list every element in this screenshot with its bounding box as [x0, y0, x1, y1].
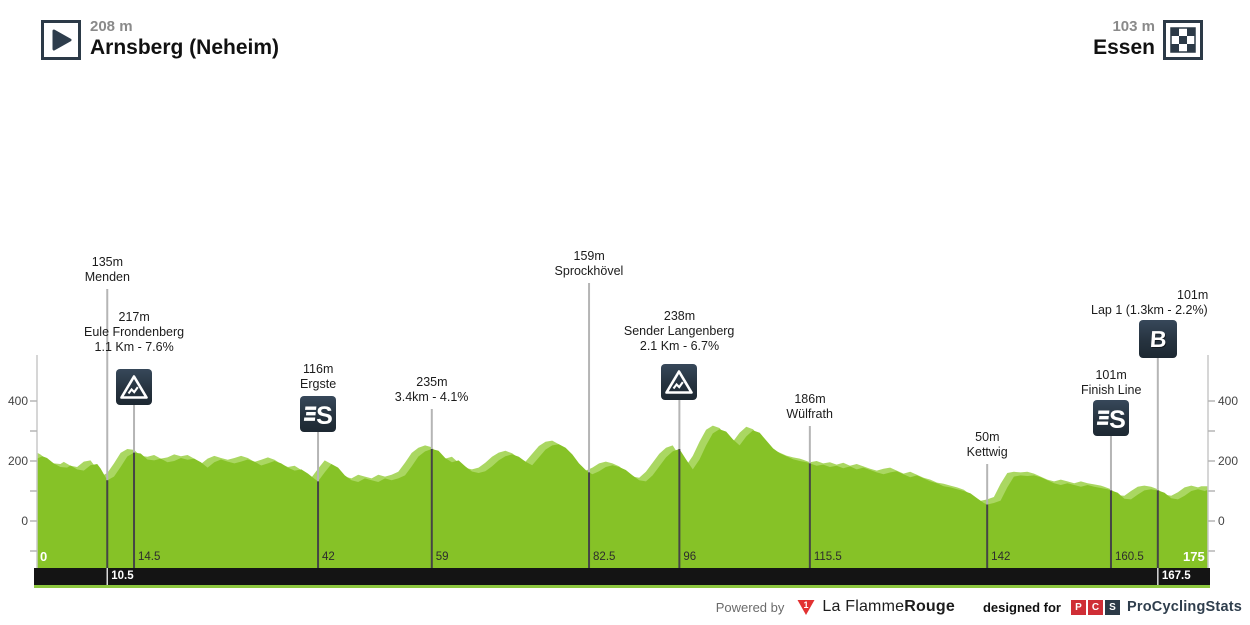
pcs-letter-s: S	[1105, 599, 1120, 615]
annotation-label-line: 101m	[1095, 368, 1127, 382]
la-flamme-rouge-icon[interactable]: 1	[796, 599, 816, 616]
x-axis-label: 14.5	[138, 551, 161, 563]
annotation-label-line: Kettwig	[966, 445, 1008, 459]
designed-for-label: designed for	[982, 599, 1061, 615]
annotation-label-line: 116m	[303, 362, 334, 376]
end-elevation: 103 m	[1112, 18, 1155, 35]
x-axis-label: 115.5	[813, 551, 842, 563]
y-axis-label-left: 400	[7, 394, 28, 408]
annotation-label-line: 101m	[1177, 288, 1209, 302]
annotation-label-line: Wülfrath	[786, 407, 833, 421]
annotation-label-line: 2.1 Km - 6.7%	[639, 339, 720, 353]
footer: Powered by 1 La FlammeRouge designed for…	[716, 595, 1242, 619]
y-axis-label-right: 0	[1218, 514, 1225, 528]
y-axis-label-right: 200	[1218, 454, 1239, 468]
pcs-letter-c: C	[1088, 599, 1103, 615]
start-name: Arnsberg (Neheim)	[90, 36, 280, 59]
procyclingstats-logo[interactable]: ProCyclingStats	[1127, 599, 1242, 615]
la-flamme-rouge-logo[interactable]: La FlammeRouge	[822, 598, 955, 616]
km-bar	[34, 568, 1210, 585]
pcs-icon[interactable]: P C S	[1071, 599, 1120, 615]
annotation-label-line: 3.4km - 4.1%	[394, 390, 469, 404]
lfr-name-bold: Rouge	[904, 598, 955, 615]
svg-text:S: S	[316, 402, 333, 430]
start-header: 208 m Arnsberg (Neheim)	[90, 18, 279, 60]
annotation-label-line: Lap 1 (1.3km - 2.2%)	[1091, 303, 1208, 317]
start-icon	[41, 20, 81, 60]
annotation-label-line: Eule Frondenberg	[84, 325, 185, 339]
bonus-icon: B	[1138, 320, 1177, 358]
annotation-label-line: Sprockhövel	[554, 264, 624, 278]
svg-text:S: S	[1109, 406, 1126, 434]
mountain-icon	[661, 364, 698, 400]
annotation-label-line: 238m	[663, 309, 696, 323]
annotation-label-line: 186m	[794, 392, 826, 406]
powered-by-label: Powered by	[715, 599, 785, 615]
x-axis-label: 82.5	[593, 551, 616, 563]
annotation-label-line: 50m	[975, 430, 1000, 444]
km-bar-label: 167.5	[1161, 570, 1191, 582]
annotation-label-line: 135m	[91, 255, 124, 269]
y-axis-label-left: 0	[21, 514, 28, 528]
annotation-label-line: 1.1 Km - 7.6%	[94, 340, 174, 354]
annotation-label-line: Ergste	[300, 377, 337, 391]
svg-text:1: 1	[804, 600, 809, 610]
annotation-label-line: 159m	[573, 249, 605, 263]
pcs-letter-p: P	[1071, 599, 1086, 615]
x-axis-end-label: 175	[1183, 549, 1205, 564]
elevation-area-main	[37, 429, 1208, 568]
y-axis-label-left: 200	[7, 454, 28, 468]
annotation-label-line: Menden	[84, 270, 130, 284]
x-axis-label: 160.5	[1114, 551, 1144, 563]
start-elevation: 208 m	[90, 18, 133, 35]
y-axis-label-right: 400	[1218, 394, 1239, 408]
end-name: Essen	[1093, 36, 1155, 59]
finish-icon	[1163, 20, 1203, 60]
km-bar-underline	[34, 585, 1210, 588]
lfr-name-regular: La Flamme	[822, 598, 905, 615]
annotation-label-line: 217m	[118, 310, 150, 324]
annotation-label-line: 235m	[416, 375, 448, 389]
x-axis-label: 42	[322, 551, 335, 563]
annotation-label-line: Sender Langenberg	[623, 324, 735, 338]
x-axis-label: 59	[435, 551, 449, 563]
x-axis-label: 96	[683, 551, 697, 563]
km-bar-label: 10.5	[111, 570, 134, 582]
x-axis-label: 142	[991, 551, 1011, 563]
mountain-icon	[116, 369, 153, 405]
sprint-icon: S	[1092, 400, 1129, 436]
sprint-icon: S	[300, 396, 337, 432]
annotation-label-line: Finish Line	[1080, 383, 1142, 397]
x-axis-start-label: 0	[40, 549, 48, 564]
end-header: 103 m Essen	[1093, 18, 1155, 60]
